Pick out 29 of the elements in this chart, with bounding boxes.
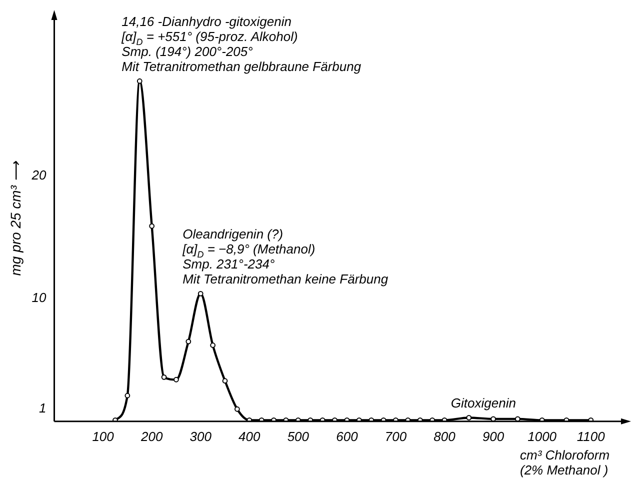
point xyxy=(222,378,228,384)
point xyxy=(136,78,142,84)
point xyxy=(124,392,130,398)
x-tick-label: 400 xyxy=(238,428,261,444)
point xyxy=(210,342,216,348)
x-tick-label: 600 xyxy=(336,428,359,444)
x-tick-label: 1100 xyxy=(576,428,606,444)
point xyxy=(149,223,155,229)
point xyxy=(234,406,240,412)
point xyxy=(490,416,496,422)
x-tick-label: 900 xyxy=(482,428,505,444)
x-tick-label: 200 xyxy=(140,428,164,444)
x-tick-label: 1000 xyxy=(528,428,558,444)
x-tick-label: 800 xyxy=(434,428,456,444)
point xyxy=(186,338,192,344)
x-axis-title: cm³ Chloroform (2% Methanol ) xyxy=(520,447,610,478)
point xyxy=(174,376,179,382)
y-axis-title: mg pro 25 cm³ ⟶ xyxy=(7,160,24,276)
point xyxy=(466,415,472,420)
x-tick-label: 700 xyxy=(384,428,408,444)
y-tick-label: 1 xyxy=(39,400,46,416)
y-tick-label: 10 xyxy=(32,290,48,306)
x-tick-label: 300 xyxy=(190,428,212,444)
point xyxy=(198,290,204,296)
x-tick-label: 500 xyxy=(287,428,310,444)
x-tick-label: 100 xyxy=(92,428,115,444)
annotation: Gitoxigenin xyxy=(450,396,516,411)
point xyxy=(161,374,167,380)
y-tick-label: 20 xyxy=(30,167,48,182)
